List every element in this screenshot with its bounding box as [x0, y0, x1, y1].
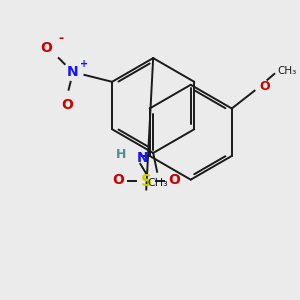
- Text: O: O: [168, 172, 180, 187]
- Text: O: O: [112, 172, 124, 187]
- Text: S: S: [141, 174, 152, 189]
- Text: O: O: [40, 41, 52, 55]
- Text: CH₃: CH₃: [148, 178, 169, 188]
- Text: CH₃: CH₃: [277, 66, 296, 76]
- Text: N: N: [67, 65, 78, 79]
- Text: -: -: [59, 32, 64, 45]
- Text: +: +: [80, 59, 88, 69]
- Text: O: O: [62, 98, 74, 112]
- Text: H: H: [116, 148, 127, 161]
- Text: N: N: [136, 151, 148, 165]
- Text: O: O: [260, 80, 270, 93]
